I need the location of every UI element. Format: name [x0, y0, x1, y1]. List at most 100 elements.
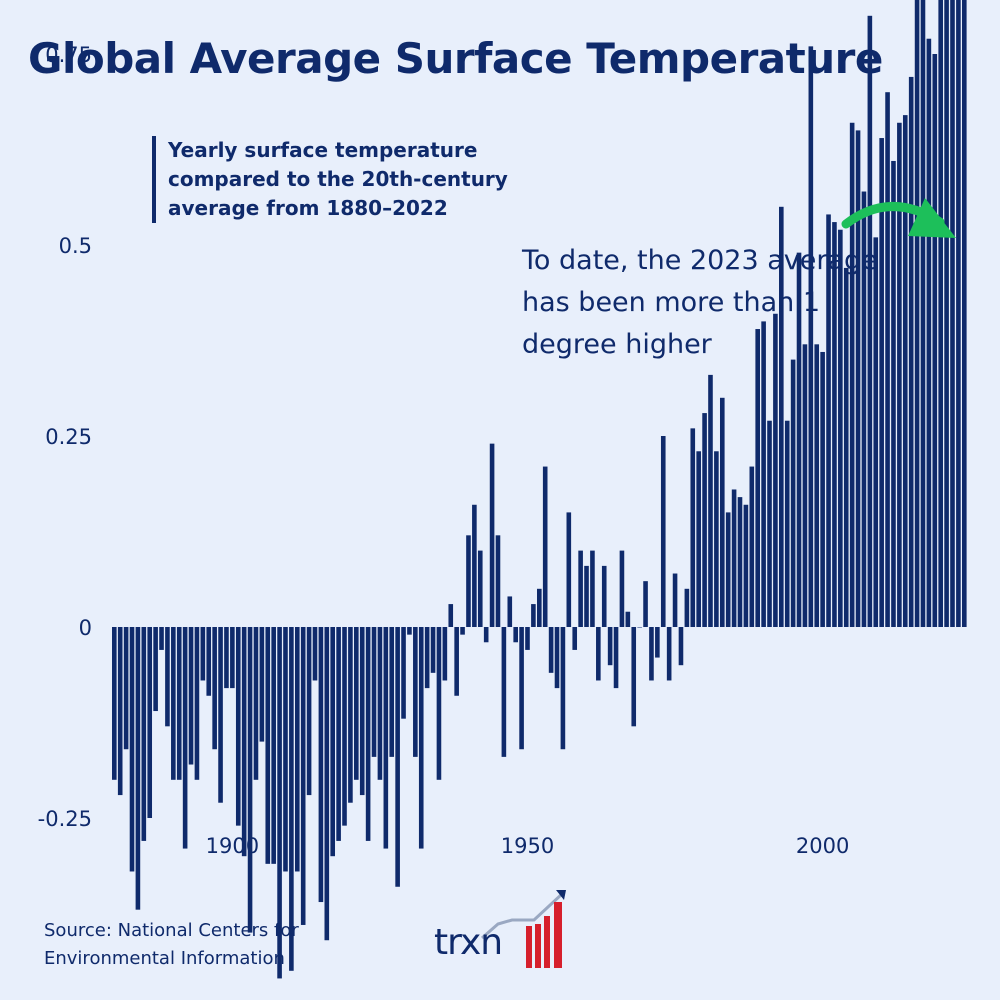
bar-1915: [318, 627, 324, 903]
y-tick-label: -0.5: [51, 998, 92, 1000]
bar-1919: [342, 627, 347, 826]
bar-2012: [891, 160, 896, 627]
bar-1957: [566, 512, 572, 627]
bar-1952: [537, 588, 542, 627]
bar-2008: [867, 15, 873, 628]
bar-1990: [761, 321, 766, 627]
bar-1890: [171, 627, 176, 780]
bar-1950: [525, 627, 530, 650]
bar-1955: [554, 627, 560, 689]
bar-1891: [176, 627, 182, 780]
bar-1985: [731, 489, 737, 627]
bar-1984: [725, 512, 731, 627]
bar-1972: [655, 627, 660, 658]
bar-1908: [277, 627, 282, 979]
bar-1937: [448, 604, 454, 627]
bar-1917: [330, 627, 335, 857]
bar-2003: [838, 229, 843, 627]
bar-1898: [218, 627, 223, 803]
bar-1920: [348, 627, 353, 803]
bar-1923: [365, 627, 371, 841]
y-tick-label: -0.25: [38, 807, 92, 831]
bar-1965: [613, 627, 619, 689]
bar-1966: [619, 550, 625, 627]
bar-2016: [914, 0, 920, 627]
bar-1881: [117, 627, 123, 796]
bar-1880: [112, 627, 117, 780]
bar-1893: [188, 627, 194, 765]
bar-1905: [259, 627, 265, 742]
bar-1959: [578, 550, 583, 627]
bar-1943: [483, 627, 489, 643]
bar-1979: [696, 451, 701, 627]
bar-1948: [513, 627, 518, 643]
bar-1954: [548, 627, 554, 673]
bar-1969: [637, 627, 642, 628]
bar-1921: [354, 627, 359, 780]
chart-title: Global Average Surface Temperature: [28, 34, 883, 83]
bar-1992: [773, 313, 778, 627]
bar-2023: [956, 0, 961, 628]
bar-2011: [885, 92, 890, 627]
bar-1906: [265, 627, 271, 864]
bar-1997: [802, 344, 808, 627]
bar-1946: [501, 627, 507, 757]
bar-1942: [477, 550, 483, 627]
bar-2001: [826, 214, 831, 627]
arrowhead-icon: [908, 198, 956, 238]
bar-1884: [135, 627, 141, 910]
bar-1885: [141, 627, 147, 841]
bar-2022: [950, 0, 955, 628]
bar-1960: [584, 565, 589, 627]
bar-1940: [466, 535, 471, 627]
bar-1934: [430, 627, 436, 673]
bar-1932: [418, 627, 424, 849]
bar-1901: [235, 627, 241, 826]
bar-1904: [253, 627, 259, 780]
bar-1883: [129, 627, 135, 872]
bar-1995: [790, 359, 796, 627]
y-tick-label: 0.75: [45, 43, 92, 67]
bar-1886: [147, 627, 153, 818]
bar-1889: [165, 627, 170, 727]
x-tick-label: 1950: [501, 834, 554, 858]
bar-1982: [714, 451, 719, 627]
trxn-logo: trxn: [434, 882, 574, 972]
bar-1980: [702, 413, 707, 627]
bar-1896: [206, 627, 212, 696]
bar-1925: [377, 627, 383, 780]
bar-1910: [289, 627, 294, 971]
bar-1935: [436, 627, 442, 780]
bar-1922: [359, 627, 365, 796]
bar-1929: [401, 627, 406, 719]
bar-1899: [224, 627, 229, 689]
bar-1939: [460, 627, 465, 635]
bar-1933: [424, 627, 430, 689]
bar-1983: [719, 397, 725, 627]
bar-1903: [247, 627, 253, 933]
bar-1996: [796, 252, 802, 627]
bar-2000: [820, 351, 825, 627]
bar-1976: [678, 627, 684, 666]
bar-1977: [684, 588, 690, 627]
bar-1970: [643, 581, 648, 627]
bar-1924: [371, 627, 377, 757]
bar-1987: [743, 504, 749, 627]
bar-2013: [897, 122, 902, 627]
bar-1999: [814, 344, 820, 627]
bar-2005: [849, 122, 855, 627]
bar-1887: [153, 627, 158, 712]
bar-1911: [294, 627, 300, 872]
x-axis-ticks: 1900 1950 2000: [206, 834, 850, 858]
bar-1945: [495, 535, 501, 627]
bar-1961: [590, 550, 595, 627]
bar-1895: [200, 627, 206, 681]
chart-subtitle: Yearly surface temperature compared to t…: [152, 136, 568, 223]
bar-1953: [542, 466, 548, 627]
y-tick-label: 0.5: [59, 234, 92, 258]
bar-1900: [230, 627, 235, 689]
bar-2009: [873, 237, 879, 628]
bar-1971: [649, 627, 654, 681]
bar-2021: [944, 0, 949, 628]
bar-1928: [395, 627, 400, 887]
